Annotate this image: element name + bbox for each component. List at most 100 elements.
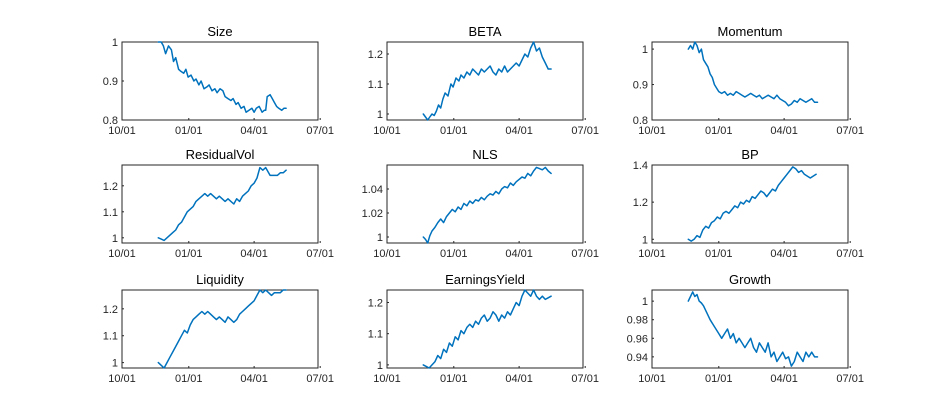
y-tick-label: 1.2 bbox=[368, 297, 383, 309]
chart-title: NLS bbox=[472, 147, 498, 162]
x-tick-label: 01/01 bbox=[440, 373, 468, 385]
y-tick-label: 1 bbox=[642, 44, 648, 56]
x-tick-label: 07/01 bbox=[306, 125, 334, 137]
axes-box bbox=[121, 164, 319, 244]
x-tick-label: 01/01 bbox=[440, 248, 468, 260]
y-tick-label: 1.1 bbox=[368, 79, 383, 91]
x-tick-label: 07/01 bbox=[306, 373, 334, 385]
axes-box bbox=[651, 289, 849, 369]
y-tick-label: 1 bbox=[112, 37, 118, 49]
axes-box bbox=[121, 41, 319, 121]
y-tick-label: 1 bbox=[112, 233, 118, 245]
y-tick-label: 1 bbox=[377, 109, 383, 121]
x-tick-label: 07/01 bbox=[571, 373, 599, 385]
y-tick-label: 0.98 bbox=[627, 315, 648, 327]
y-tick-label: 1.2 bbox=[368, 49, 383, 61]
axes-box bbox=[386, 41, 584, 121]
x-tick-label: 07/01 bbox=[836, 373, 864, 385]
series-line-nls bbox=[422, 166, 552, 244]
x-tick-label: 07/01 bbox=[836, 248, 864, 260]
axes-box bbox=[651, 164, 849, 244]
x-tick-label: 01/01 bbox=[440, 125, 468, 137]
y-tick-label: 1 bbox=[112, 358, 118, 370]
x-tick-label: 04/01 bbox=[505, 125, 533, 137]
x-tick-label: 01/01 bbox=[175, 373, 203, 385]
chart-title: BETA bbox=[469, 24, 502, 39]
y-tick-label: 0.94 bbox=[627, 352, 648, 364]
chart-title: Momentum bbox=[717, 24, 782, 39]
y-tick-label: 1.4 bbox=[633, 160, 648, 172]
y-tick-label: 1.1 bbox=[103, 207, 118, 219]
x-tick-label: 04/01 bbox=[240, 248, 268, 260]
x-tick-label: 04/01 bbox=[505, 373, 533, 385]
x-tick-label: 04/01 bbox=[770, 125, 798, 137]
x-tick-label: 01/01 bbox=[705, 373, 733, 385]
x-tick-label: 04/01 bbox=[770, 248, 798, 260]
chart-panel-growth: Growth 10/01 01/01 04/01 07/01 0.94 0.96 0.98 1 bbox=[627, 272, 864, 385]
x-tick-label: 01/01 bbox=[175, 248, 203, 260]
chart-panel-residualvol: ResidualVol 10/01 01/01 04/01 07/01 1 1.1 1.2 bbox=[103, 147, 334, 260]
x-tick-label: 10/01 bbox=[108, 373, 136, 385]
series-line-liquidity bbox=[157, 289, 287, 369]
series-line-residualvol bbox=[157, 166, 287, 242]
chart-panel-liquidity: Liquidity 10/01 01/01 04/01 07/01 1 1.1 1.2 bbox=[103, 272, 334, 385]
y-tick-label: 1.1 bbox=[368, 329, 383, 341]
axes-box bbox=[386, 164, 584, 244]
y-tick-label: 1.2 bbox=[103, 304, 118, 316]
x-tick-label: 10/01 bbox=[373, 373, 401, 385]
chart-panel-earningsyield: EarningsYield 10/01 01/01 04/01 07/01 1 1.1 1.2 bbox=[368, 272, 599, 385]
x-tick-label: 07/01 bbox=[836, 125, 864, 137]
x-tick-label: 10/01 bbox=[638, 125, 666, 137]
y-tick-label: 0.8 bbox=[633, 115, 648, 127]
y-tick-label: 1.02 bbox=[362, 208, 383, 220]
series-line-bp bbox=[687, 166, 817, 242]
x-tick-label: 10/01 bbox=[638, 373, 666, 385]
x-tick-label: 10/01 bbox=[638, 248, 666, 260]
x-tick-label: 01/01 bbox=[705, 125, 733, 137]
chart-panel-beta: BETA 10/01 01/01 04/01 07/01 1 1.1 1.2 bbox=[368, 24, 599, 137]
chart-title: Liquidity bbox=[196, 272, 244, 287]
x-tick-label: 10/01 bbox=[108, 248, 136, 260]
x-tick-label: 10/01 bbox=[373, 125, 401, 137]
chart-panel-momentum: Momentum 10/01 01/01 04/01 07/01 0.8 0.9 1 bbox=[633, 24, 864, 137]
x-tick-label: 07/01 bbox=[571, 248, 599, 260]
axes-box bbox=[651, 41, 849, 121]
y-tick-label: 1.2 bbox=[103, 181, 118, 193]
x-tick-label: 01/01 bbox=[175, 125, 203, 137]
x-tick-label: 10/01 bbox=[373, 248, 401, 260]
y-tick-label: 1 bbox=[642, 296, 648, 308]
x-tick-label: 07/01 bbox=[571, 125, 599, 137]
x-tick-label: 01/01 bbox=[705, 248, 733, 260]
x-tick-label: 04/01 bbox=[240, 125, 268, 137]
y-tick-label: 1 bbox=[377, 360, 383, 372]
chart-title: Size bbox=[207, 24, 232, 39]
axes-box bbox=[121, 289, 319, 369]
y-tick-label: 1 bbox=[642, 234, 648, 246]
chart-panel-nls: NLS 10/01 01/01 04/01 07/01 1 1.02 1.04 bbox=[362, 147, 599, 260]
x-tick-label: 04/01 bbox=[770, 373, 798, 385]
chart-panel-size: Size 10/01 01/01 04/01 07/01 0.8 0.9 1 bbox=[103, 24, 334, 137]
chart-title: Growth bbox=[729, 272, 771, 287]
series-line-size bbox=[157, 41, 287, 113]
x-tick-label: 04/01 bbox=[240, 373, 268, 385]
chart-title: BP bbox=[741, 147, 758, 162]
y-tick-label: 0.96 bbox=[627, 333, 648, 345]
series-line-growth bbox=[687, 291, 819, 367]
y-tick-label: 1.04 bbox=[362, 184, 383, 196]
series-line-earningsyield bbox=[422, 289, 552, 369]
series-line-beta bbox=[422, 41, 552, 121]
y-tick-label: 0.8 bbox=[103, 115, 118, 127]
series-line-momentum bbox=[687, 41, 819, 107]
x-tick-label: 04/01 bbox=[505, 248, 533, 260]
chart-title: ResidualVol bbox=[186, 147, 255, 162]
axes-box bbox=[386, 289, 584, 369]
x-tick-label: 10/01 bbox=[108, 125, 136, 137]
y-tick-label: 1.1 bbox=[103, 331, 118, 343]
chart-title: EarningsYield bbox=[445, 272, 525, 287]
x-tick-label: 07/01 bbox=[306, 248, 334, 260]
y-tick-label: 1 bbox=[377, 232, 383, 244]
y-tick-label: 0.9 bbox=[633, 80, 648, 92]
y-tick-label: 0.9 bbox=[103, 76, 118, 88]
y-tick-label: 1.2 bbox=[633, 197, 648, 209]
